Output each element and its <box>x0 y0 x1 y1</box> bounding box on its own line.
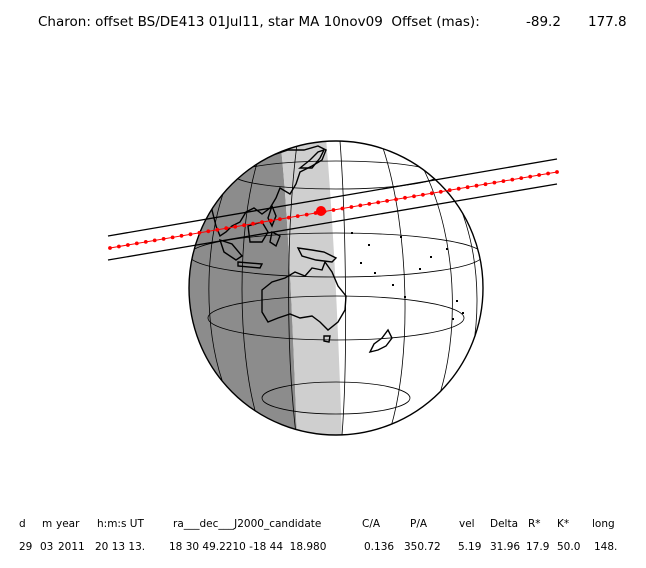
header-vel: vel <box>459 518 475 530</box>
track-dot <box>304 212 309 217</box>
track-dot <box>474 183 479 188</box>
occultation-shadow-track <box>108 170 559 250</box>
track-dot <box>492 180 497 185</box>
track-dot <box>233 224 238 229</box>
track-dot <box>206 229 211 234</box>
track-dot <box>340 206 345 211</box>
value-radec: 18 30 49.2210 -18 44 18.980 <box>169 541 327 553</box>
header-month: m <box>42 518 53 530</box>
track-dot <box>349 205 354 209</box>
value-rstar: 17.9 <box>526 541 550 553</box>
new-zealand-outline <box>368 328 393 354</box>
header-long: long <box>592 518 615 530</box>
closest-approach-marker <box>316 206 326 216</box>
header-kstar: K* <box>557 518 570 530</box>
track-dot <box>161 237 166 241</box>
track-dot <box>179 233 184 238</box>
track-dot <box>331 208 336 212</box>
track-dot <box>269 218 273 223</box>
track-dot <box>421 192 425 197</box>
header-ca: C/A <box>362 518 381 530</box>
track-dot <box>197 230 202 235</box>
tasmania-outline <box>323 335 331 343</box>
track-dot <box>188 232 193 237</box>
pacific-islands <box>351 232 464 320</box>
australia-outline <box>261 260 347 331</box>
track-dot <box>134 241 139 246</box>
track-dot <box>537 173 541 177</box>
globe-diagram <box>107 140 559 436</box>
track-dot <box>286 215 291 220</box>
header-radec: ra___dec___J2000_candidate <box>173 518 322 530</box>
track-dot <box>242 223 247 228</box>
track-dot <box>152 238 157 243</box>
track-dot <box>465 185 470 190</box>
track-dot <box>429 191 434 196</box>
new-guinea-outline <box>296 247 338 263</box>
header-day: d <box>19 518 26 530</box>
track-dot <box>510 177 515 182</box>
title-text: Charon: offset BS/DE413 01Jul11, star MA… <box>38 14 480 30</box>
header-pa: P/A <box>410 518 428 530</box>
philippines-outline <box>267 203 277 228</box>
value-ca: 0.136 <box>364 541 395 553</box>
track-dot <box>501 179 506 184</box>
track-dot <box>412 194 416 199</box>
track-dot <box>170 235 175 240</box>
sulawesi-outline <box>269 230 281 248</box>
track-dot <box>143 240 148 244</box>
track-dot <box>117 244 121 249</box>
track-dot <box>278 217 282 222</box>
track-dot <box>456 186 461 191</box>
track-dot <box>367 202 372 206</box>
track-dot <box>376 200 381 205</box>
header-year: year <box>56 518 80 530</box>
header-delta: Delta <box>490 518 519 530</box>
track-dot <box>438 189 443 194</box>
track-dot <box>358 203 363 208</box>
value-delta: 31.96 <box>490 541 521 553</box>
offset-dec-value: 177.8 <box>588 14 627 30</box>
track-dot <box>108 246 112 250</box>
value-month: 03 <box>40 541 54 553</box>
sumatra-outline <box>218 238 244 261</box>
twilight-region <box>280 141 342 435</box>
value-vel: 5.19 <box>458 541 482 553</box>
value-long: 148. <box>594 541 618 553</box>
value-day: 29 <box>19 541 33 553</box>
japan-outline <box>298 148 326 169</box>
track-dot <box>528 174 533 179</box>
track-dot <box>483 182 488 187</box>
track-dot <box>447 188 452 193</box>
track-dot <box>295 214 300 219</box>
java-outline <box>237 261 264 269</box>
event-table: d m year h:m:s UT ra___dec___J2000_candi… <box>0 510 646 560</box>
track-dot <box>546 171 550 176</box>
globe-rim <box>188 140 484 436</box>
header-time: h:m:s UT <box>97 518 144 530</box>
track-dot <box>403 195 407 200</box>
track-dot <box>251 221 255 226</box>
value-kstar: 50.0 <box>557 541 581 553</box>
track-dot <box>224 226 229 231</box>
track-dot <box>126 243 130 247</box>
track-dot <box>385 199 389 203</box>
track-dot <box>555 170 559 174</box>
header-rstar: R* <box>528 518 541 530</box>
plot-title: Charon: offset BS/DE413 01Jul11, star MA… <box>0 14 646 34</box>
track-dot <box>394 197 398 202</box>
track-dot <box>215 227 220 232</box>
value-pa: 350.72 <box>404 541 441 553</box>
value-year: 2011 <box>58 541 85 553</box>
track-dot <box>519 176 524 181</box>
latitude-lines <box>189 160 483 415</box>
track-dot <box>260 220 264 225</box>
shadow-north-limit <box>107 158 558 237</box>
shadow-south-limit <box>107 183 558 261</box>
value-time: 20 13 13. <box>95 541 146 553</box>
offset-ra-value: -89.2 <box>526 14 561 30</box>
